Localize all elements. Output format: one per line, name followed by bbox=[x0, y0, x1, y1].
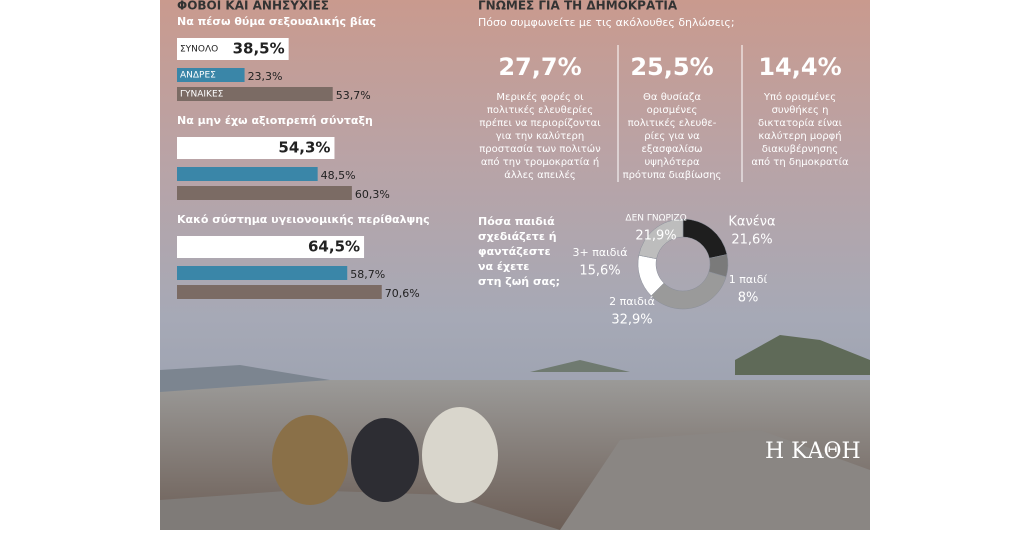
chart-title: στη ζωή σας; bbox=[478, 275, 560, 288]
chart-title: φαντάζεστε bbox=[478, 245, 551, 258]
bar bbox=[177, 285, 382, 299]
chart-title: να έχετε bbox=[478, 260, 529, 273]
value-label: 38,5% bbox=[233, 40, 285, 58]
statement-text: καλύτερη μορφή bbox=[758, 130, 841, 142]
value-label: 32,9% bbox=[611, 313, 652, 328]
statement-value: 14,4% bbox=[758, 53, 841, 81]
bar-category: ΣΥΝΟΛΟ bbox=[180, 45, 218, 55]
value-label: 64,5% bbox=[308, 238, 360, 256]
statement-text: συνθήκες η bbox=[772, 104, 829, 116]
bar-category: ΓΥΝΑΙΚΕΣ bbox=[180, 90, 224, 100]
value-label: 53,7% bbox=[336, 89, 371, 102]
statement-value: 25,5% bbox=[630, 53, 713, 81]
bar bbox=[177, 87, 333, 101]
value-label: 21,6% bbox=[731, 233, 772, 248]
bar bbox=[177, 167, 318, 181]
statement-text: άλλες απειλές bbox=[504, 169, 575, 181]
slice-category: 1 παιδί bbox=[729, 273, 768, 286]
statement-text: ορισμένες bbox=[647, 104, 698, 116]
value-label: 23,3% bbox=[248, 70, 283, 83]
statement-text: δικτατορία είναι bbox=[758, 117, 843, 129]
value-label: 70,6% bbox=[385, 287, 420, 300]
slice-category: Κανένα bbox=[728, 215, 775, 230]
statement-text: διακυβέρνησης bbox=[762, 143, 838, 155]
donut-slice bbox=[638, 218, 684, 260]
chart-title: Πόσα παιδιά bbox=[478, 215, 555, 228]
statement-value: 27,7% bbox=[498, 53, 581, 81]
statement-text: υψηλότερα bbox=[644, 156, 700, 168]
bar bbox=[177, 266, 348, 280]
statement-text: Υπό ορισμένες bbox=[763, 91, 836, 103]
slice-category: 3+ παιδιά bbox=[572, 246, 627, 259]
bar-category: ΑΝΔΡΕΣ bbox=[180, 71, 216, 81]
value-label: 8% bbox=[738, 291, 759, 306]
statement-text: προστασία των πολιτών bbox=[479, 143, 601, 155]
section-title: ΦΟΒΟΙ ΚΑΙ ΑΝΗΣΥΧΙΕΣ bbox=[177, 0, 329, 13]
value-label: 54,3% bbox=[278, 139, 330, 157]
statement-text: από τη δημοκρατία bbox=[751, 156, 849, 168]
photo bbox=[160, 0, 870, 530]
chart-title: Να μην έχω αξιοπρεπή σύνταξη bbox=[177, 114, 373, 127]
slice-category: 2 παιδιά bbox=[609, 295, 655, 308]
statement-text: από την τρομοκρατία ή bbox=[481, 156, 599, 168]
bar bbox=[177, 186, 352, 200]
value-label: 48,5% bbox=[321, 169, 356, 182]
bar bbox=[177, 68, 245, 82]
bar bbox=[177, 236, 365, 258]
statement-text: πολιτικές ελευθε- bbox=[628, 117, 717, 129]
chart-title: σχεδιάζετε ή bbox=[478, 230, 557, 243]
section-subtitle: Πόσο συμφωνείτε με τις ακόλουθες δηλώσει… bbox=[478, 16, 735, 29]
statement-text: πρότυπα διαβίωσης bbox=[623, 169, 722, 181]
statement-text: πολιτικές ελευθερίες bbox=[487, 104, 593, 116]
statement-text: ρίες για να bbox=[644, 130, 700, 142]
value-label: 21,9% bbox=[635, 229, 676, 244]
dividers bbox=[617, 45, 743, 182]
logo: Η ΚΑΘΗ bbox=[765, 439, 861, 464]
statement-text: Μερικές φορές οι bbox=[496, 91, 584, 103]
slice-category: ΔΕΝ ΓΝΩΡΙΖΩ bbox=[625, 214, 686, 224]
statement-text: εξασφαλίσω bbox=[641, 143, 702, 155]
value-label: 15,6% bbox=[579, 264, 620, 279]
statement-text: Θα θυσίαζα bbox=[643, 91, 701, 103]
chart-title: Κακό σύστημα υγειονομικής περίθαλψης bbox=[177, 213, 430, 226]
bar bbox=[177, 38, 289, 60]
value-label: 60,3% bbox=[355, 188, 390, 201]
value-label: 58,7% bbox=[350, 268, 385, 281]
statement-text: πρέπει να περιορίζονται bbox=[479, 117, 601, 129]
section-title: ΓΝΩΜΕΣ ΓΙΑ ΤΗ ΔΗΜΟΚΡΑΤΙΑ bbox=[478, 0, 678, 13]
bar bbox=[177, 137, 335, 159]
chart-title: Να πέσω θύμα σεξουαλικής βίας bbox=[177, 15, 376, 28]
statement-text: για την καλύτερη bbox=[496, 130, 585, 142]
